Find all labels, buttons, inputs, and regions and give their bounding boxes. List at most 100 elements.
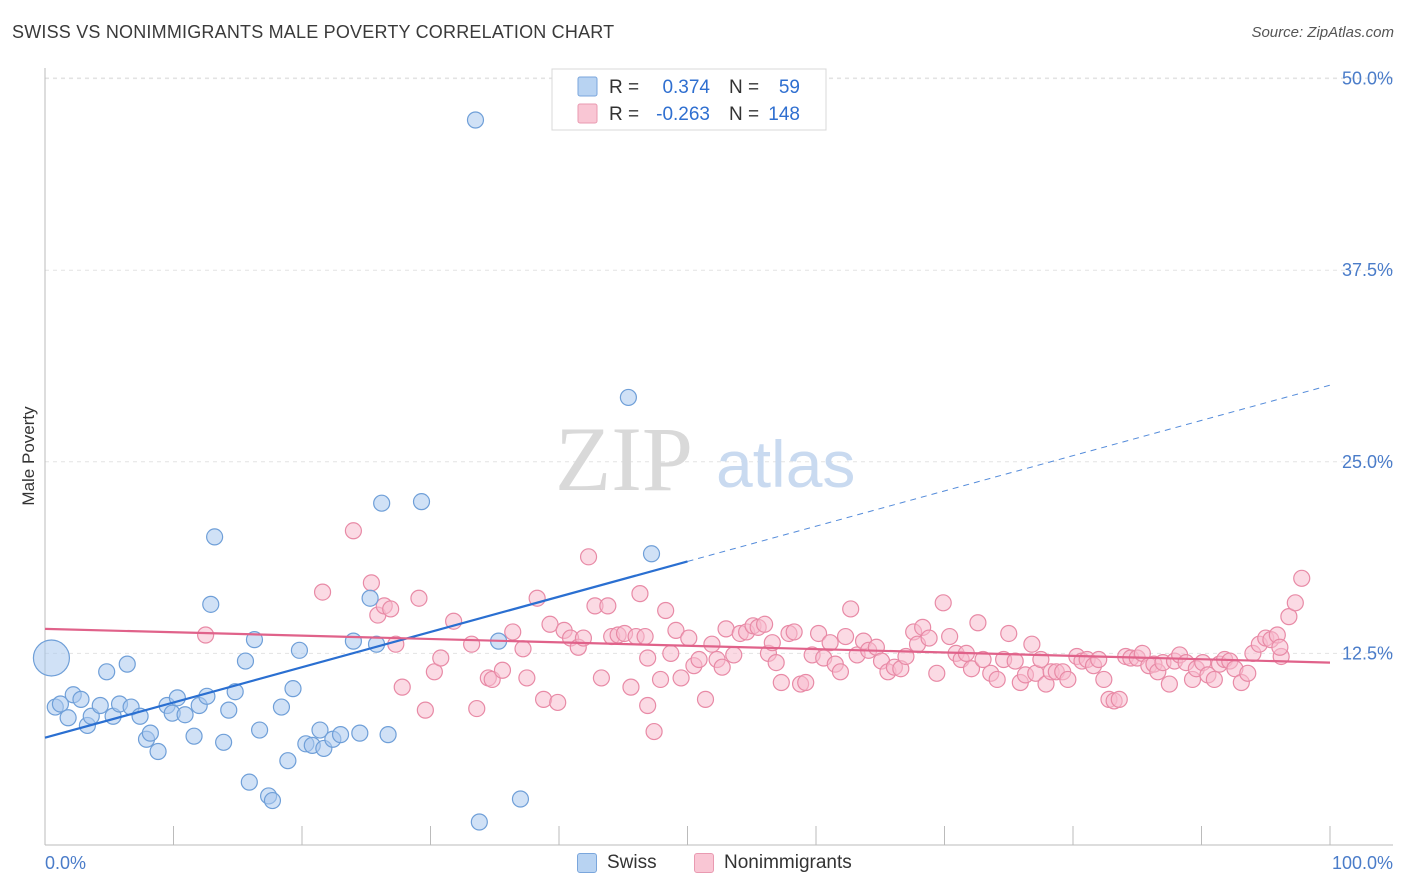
legend-n-value-nonimmigrants: 148 <box>768 104 800 125</box>
nonimmigrants-point <box>1000 624 1018 643</box>
swiss-point <box>284 680 302 698</box>
swiss-point <box>236 652 255 670</box>
legend-r-value-swiss: 0.374 <box>662 77 710 98</box>
swiss-point <box>279 752 297 770</box>
nonimmigrants-point <box>797 673 815 692</box>
swiss-point <box>59 709 77 727</box>
nonimmigrants-point <box>549 693 567 712</box>
swiss-point <box>379 726 397 744</box>
y-tick-label: 12.5% <box>1342 643 1393 663</box>
y-tick-label: 25.0% <box>1342 452 1393 472</box>
bottom-legend-label-swiss: Swiss <box>607 852 657 873</box>
legend-n-value-swiss: 59 <box>779 77 800 98</box>
bottom-legend-swiss: Swiss <box>577 852 657 874</box>
bottom-legend-label-nonimmigrants: Nonimmigrants <box>724 852 852 873</box>
swiss-point <box>331 726 350 744</box>
nonimmigrants-points <box>197 522 1311 741</box>
nonimmigrants-point <box>1280 608 1298 626</box>
source-label: Source: ZipAtlas.com <box>1251 24 1394 41</box>
nonimmigrants-point <box>1293 569 1311 587</box>
nonimmigrants-point <box>1023 635 1041 653</box>
nonimmigrants-point <box>313 583 332 601</box>
x-tick-label: 0.0% <box>45 853 86 873</box>
nonimmigrants-point <box>763 634 781 652</box>
nonimmigrants-point <box>1286 594 1304 612</box>
nonimmigrants-point <box>410 589 428 607</box>
nonimmigrants-point <box>1239 664 1257 682</box>
trend-lines <box>44 384 1331 739</box>
nonimmigrants-point <box>821 634 839 652</box>
nonimmigrants-point <box>639 649 657 667</box>
nonimmigrants-point <box>662 644 680 663</box>
swiss-point <box>215 733 233 751</box>
nonimmigrants-point <box>651 670 670 689</box>
swiss-point <box>185 727 203 745</box>
nonimmigrants-point <box>672 669 690 687</box>
nonimmigrants-point <box>969 614 987 632</box>
nonimmigrants-point <box>767 653 785 672</box>
nonimmigrants-point <box>696 690 715 708</box>
nonimmigrants-point <box>785 623 803 641</box>
nonimmigrants-point <box>928 664 946 682</box>
nonimmigrants-point <box>772 673 790 692</box>
swiss-trend-line <box>44 560 688 739</box>
swiss-point <box>361 589 379 607</box>
swiss-point <box>141 724 159 742</box>
nonimmigrants-point <box>197 626 215 644</box>
nonimmigrants-point <box>657 601 675 620</box>
nonimmigrants-point <box>362 574 380 592</box>
swiss-point <box>412 493 431 511</box>
watermark: ZIP atlas <box>555 408 855 510</box>
nonimmigrants-point <box>639 696 657 715</box>
nonimmigrants-point <box>416 701 434 719</box>
nonimmigrants-point <box>504 623 522 641</box>
nonimmigrants-point <box>599 597 617 615</box>
swiss-point <box>98 663 116 681</box>
swiss-point <box>619 388 637 407</box>
nonimmigrants-point <box>631 585 649 603</box>
nonimmigrants-point <box>344 522 362 540</box>
nonimmigrants-point <box>725 646 743 664</box>
nonimmigrants-point <box>514 640 532 658</box>
swiss-trend-extension <box>687 384 1331 562</box>
nonimmigrants-point <box>636 627 654 646</box>
nonimmigrants-point <box>468 699 486 718</box>
legend-n-label-nonimmigrants: N = <box>729 104 759 125</box>
legend-r-label-nonimmigrants: R = <box>609 104 639 125</box>
swiss-point <box>466 111 485 129</box>
axes <box>44 68 1393 846</box>
nonimmigrants-point <box>1095 670 1113 689</box>
swiss-point <box>206 528 224 546</box>
swiss-point <box>51 695 70 713</box>
nonimmigrants-point <box>842 600 860 618</box>
nonimmigrants-point <box>645 722 663 741</box>
y-axis-label: Male Poverty <box>19 406 38 506</box>
nonimmigrants-point <box>493 661 512 679</box>
nonimmigrants-point <box>809 624 828 643</box>
nonimmigrants-point <box>579 548 598 566</box>
nonimmigrants-point <box>1271 638 1289 656</box>
swiss-point <box>642 545 661 563</box>
swiss-point <box>272 698 291 716</box>
watermark-atlas: atlas <box>716 427 855 501</box>
nonimmigrants-point <box>1090 650 1108 669</box>
legend-swatch-nonimmigrants <box>577 103 598 124</box>
legend-n-label-swiss: N = <box>729 77 759 98</box>
legend-r-value-nonimmigrants: -0.263 <box>656 104 710 125</box>
y-tick-label: 37.5% <box>1342 260 1393 280</box>
swiss-point <box>351 724 369 742</box>
nonimmigrants-point <box>934 594 952 612</box>
swiss-point <box>245 631 264 649</box>
nonimmigrants-point <box>541 615 559 633</box>
nonimmigrants-point <box>988 670 1006 689</box>
nonimmigrants-point <box>831 663 850 681</box>
nonimmigrants-point <box>920 629 938 647</box>
swiss-point <box>373 494 391 512</box>
swiss-point <box>220 701 238 719</box>
nonimmigrants-point <box>836 627 855 646</box>
nonimmigrants-point <box>382 600 400 618</box>
nonimmigrants-point <box>941 627 959 646</box>
nonimmigrants-point <box>667 621 685 640</box>
swiss-point <box>290 641 309 659</box>
